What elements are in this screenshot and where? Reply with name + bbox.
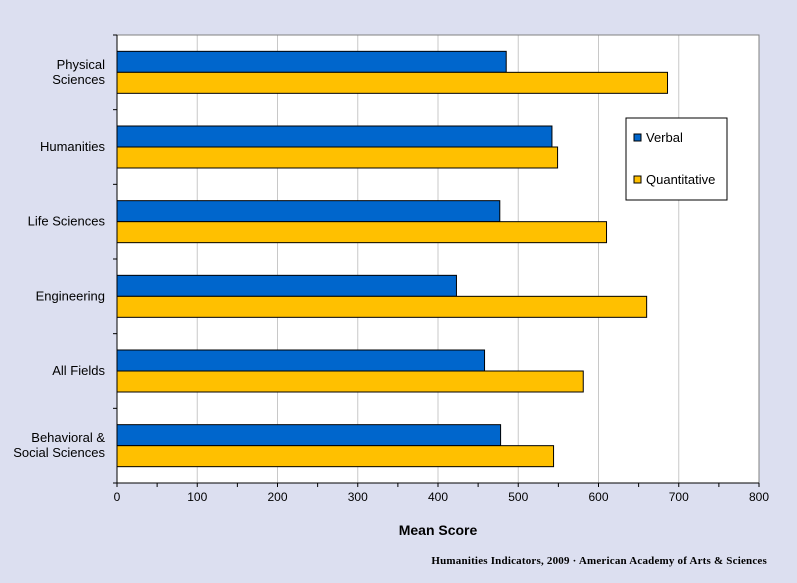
x-tick-label: 400 xyxy=(428,490,448,504)
axes xyxy=(113,34,760,487)
bar-verbal xyxy=(116,349,486,372)
bar-quantitative xyxy=(116,295,648,318)
x-tick-label: 0 xyxy=(114,490,121,504)
category-label: All Fields xyxy=(52,363,105,378)
x-tick-label: 800 xyxy=(749,490,769,504)
tick-labels: 0 100 200 300 400 500 600 700 800 xyxy=(114,490,770,504)
bar-verbal xyxy=(116,274,457,297)
bar-verbal xyxy=(116,50,507,73)
legend-swatch xyxy=(633,175,642,184)
legend-swatch xyxy=(633,133,642,142)
bars xyxy=(116,50,669,468)
x-tick-label: 500 xyxy=(508,490,528,504)
category-label: Engineering xyxy=(36,288,105,303)
bar-quantitative xyxy=(116,445,555,468)
bar-quantitative xyxy=(116,370,584,393)
legend-label: Quantitative xyxy=(646,172,715,187)
bar-quantitative xyxy=(116,221,608,244)
bar-verbal xyxy=(116,200,501,223)
x-tick-label: 300 xyxy=(348,490,368,504)
bar-verbal xyxy=(116,424,502,447)
x-tick-label: 200 xyxy=(267,490,287,504)
category-label: Humanities xyxy=(40,139,106,154)
category-labels: Physical Sciences Humanities Life Sciences E… xyxy=(13,57,105,460)
x-tick-label: 100 xyxy=(187,490,207,504)
category-label: Behavioral & Social Sciences xyxy=(13,430,105,460)
legend-box xyxy=(625,117,728,201)
credit-line: Humanities Indicators, 2009 · American A… xyxy=(431,555,767,567)
legend-label: Verbal xyxy=(646,130,683,145)
bar-quantitative xyxy=(116,146,559,169)
x-tick-label: 700 xyxy=(669,490,689,504)
category-label: Physical Sciences xyxy=(52,57,105,87)
x-tick-label: 600 xyxy=(588,490,608,504)
bar-verbal xyxy=(116,125,553,148)
legend: Verbal Quantitative xyxy=(625,117,728,201)
x-axis-title: Mean Score xyxy=(399,522,478,538)
category-label: Life Sciences xyxy=(28,214,106,229)
bar-quantitative xyxy=(116,71,669,94)
